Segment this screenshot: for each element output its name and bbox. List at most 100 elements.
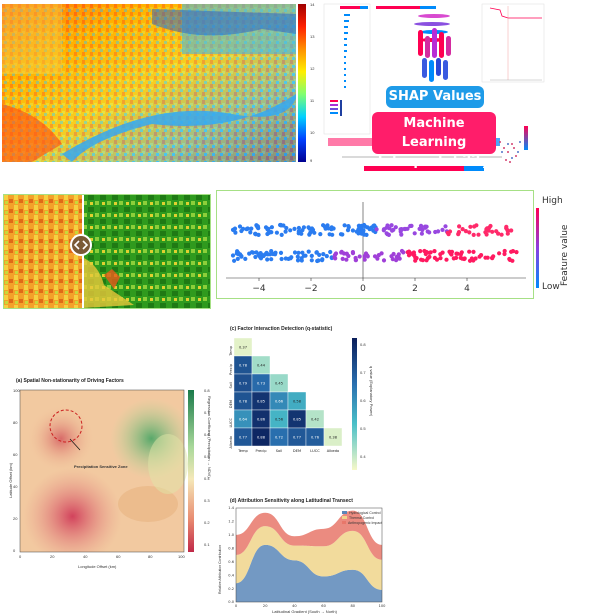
legend-swatch [342,516,347,519]
x-tick-label: 80 [351,604,356,608]
beeswarm-point [241,226,246,231]
beeswarm-point [230,227,236,232]
beeswarm-point [444,257,449,262]
colorbar-title: Feature value [560,224,570,286]
beeswarm-point [436,229,441,234]
beeswarm-point [424,258,429,263]
panel-c-title: (c) Factor Interaction Detection (q-stat… [230,326,333,332]
beeswarm-point [428,250,433,255]
heatmap-cell-label: 0.45 [275,382,283,386]
beeswarm-point [405,250,410,255]
heatmap-cell-label: 0.58 [293,400,302,404]
beeswarm-point [230,253,236,258]
beeswarm-point [314,250,319,255]
heatmap-cell-label: 0.42 [311,418,319,422]
beeswarm-point [307,232,312,237]
beeswarm-point [374,227,379,232]
beeswarm-point [292,226,297,231]
beeswarm-point [371,223,376,228]
heatmap-col-label: Soil [276,449,282,453]
beeswarm-point [499,232,504,237]
beeswarm-point [424,224,429,229]
panel-a-xticks: 0 20 40 60 80 100 [8,554,214,562]
beeswarm-point [296,229,301,234]
chevron-left-right-icon [73,240,89,250]
beeswarm-point [258,256,264,261]
panel-d: (d) Attribution Sensitivity along Latitu… [216,498,396,616]
legend-swatch [342,511,347,514]
beeswarm-point [405,226,410,231]
beeswarm-point [494,229,499,234]
swipe-handle[interactable] [70,234,92,256]
colorbar-tick: 9 [310,158,313,163]
beeswarm-point [249,250,255,255]
beeswarm-point [289,255,294,260]
beeswarm-point [258,251,263,256]
beeswarm-point [440,250,445,255]
colorbar-tick: 14 [310,2,315,7]
beeswarm-graphics: −4 −2 0 2 4 [216,190,534,299]
beeswarm-point [248,230,253,235]
heatmap-cell-label: 0.38 [329,436,338,440]
legend-label: Hydrological Control [349,510,381,515]
beeswarm-point [295,254,300,259]
x-tick: 0 [19,554,22,559]
beeswarm-point [386,232,391,237]
beeswarm-point [427,230,432,235]
y-tick: 60 [13,452,18,457]
beeswarm-point [418,249,423,254]
beeswarm-point [440,227,445,232]
beeswarm-point [427,254,432,259]
beeswarm-point [509,228,514,233]
beeswarm-point [414,256,419,261]
heatmap-col-label: DEM [293,449,301,453]
raster-map-top [2,4,299,162]
panel-a-map [19,389,194,553]
colorbar-tick: 12 [310,66,315,71]
heatmap-cell-label: 0.76 [311,436,320,440]
panel-c-heatmap: 0.37 0.78 0.44 0.79 0.73 0.45 0.78 0.85 0.66 0.58… [229,337,357,470]
y-tick-label: 0.8 [228,546,234,550]
x-tick: 20 [50,554,55,559]
x-tick-label: 0 [360,284,366,294]
y-tick-label: 1.4 [228,506,234,510]
beeswarm-point [354,229,359,234]
swipe-compare-image [4,195,210,308]
beeswarm-point [283,256,288,261]
heatmap-row-label: Temp [229,345,233,356]
panel-d-title: (d) Attribution Sensitivity along Latitu… [230,498,353,504]
beeswarm-point [376,253,381,258]
beeswarm-point [243,256,248,261]
cb-tick: 0.5 [204,454,210,459]
beeswarm-point [338,232,344,237]
swipe-compare-map[interactable] [3,194,211,309]
beeswarm-point [502,251,507,257]
cb-tick: 0.8 [204,388,210,393]
x-tick-label: −4 [252,284,266,294]
beeswarm-point [467,249,472,254]
legend-item: Thermal Control [342,515,382,520]
beeswarm-point [362,257,367,262]
beeswarm-point [309,253,314,258]
x-tick-label: 100 [379,604,387,608]
beeswarm-point [350,250,355,255]
beeswarm-point [264,250,269,255]
heatmap-cell-label: 0.56 [275,418,284,422]
x-tick: 100 [178,554,185,559]
beeswarm-point [485,226,490,231]
beeswarm-point [256,232,261,237]
beeswarm-point [235,256,240,261]
beeswarm-point [326,226,331,231]
y-tick-label: 0.2 [228,587,234,591]
heatmap-row-label: LUCC [229,418,233,428]
beeswarm-point [396,252,401,257]
beeswarm-point [309,228,315,233]
beeswarm-point [232,258,237,263]
beeswarm-point [381,228,386,233]
heatmap-cell-label: 0.77 [293,436,301,440]
beeswarm-point [353,258,358,263]
heatmap-cell-label: 0.78 [239,364,248,368]
beeswarm-point [502,248,507,254]
beeswarm-point [393,225,398,230]
beeswarm-point [476,232,481,237]
